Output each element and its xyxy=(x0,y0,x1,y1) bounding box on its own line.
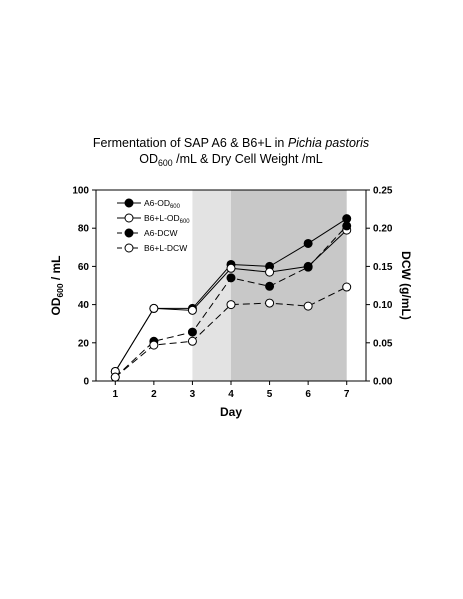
x-tick-label: 5 xyxy=(267,389,273,400)
data-point-a6-od600 xyxy=(303,238,313,248)
y-axis-label-left-od: OD xyxy=(49,297,63,315)
data-point-b6-l-od600 xyxy=(226,263,236,273)
shaded-regions xyxy=(192,190,347,381)
legend-label-b6-l-dcw: B6+L-DCW xyxy=(144,243,187,253)
y-right-tick-label: 0.15 xyxy=(373,262,393,273)
data-point-b6-l-dcw xyxy=(149,340,159,350)
y-left-tick-label: 40 xyxy=(78,300,90,311)
y-right-tick-label: 0.20 xyxy=(373,224,393,235)
chart-title-od-subscript: 600 xyxy=(158,158,173,168)
y-axis-label-left-unit: / mL xyxy=(49,256,63,284)
data-point-b6-l-dcw xyxy=(110,372,120,382)
data-point-b6-l-dcw xyxy=(226,300,236,310)
legend-marker-b6-l-dcw xyxy=(124,243,134,253)
y-axis-label-right: DCW (g/mL) xyxy=(399,251,413,320)
chart-title-rest: /mL & Dry Cell Weight /mL xyxy=(173,152,323,166)
y-right-tick-label: 0.10 xyxy=(373,300,393,311)
data-point-b6-l-od600 xyxy=(149,303,159,313)
shaded-region-2 xyxy=(231,190,347,381)
chart-title-pre: Fermentation of SAP A6 & B6+L in xyxy=(93,136,288,150)
y-axis-label-left: OD600 / mL xyxy=(49,256,65,316)
legend-label-a6-od600: A6-OD600 xyxy=(144,198,181,210)
data-point-b6-l-dcw xyxy=(187,336,197,346)
legend-label-subscript: 600 xyxy=(170,204,181,210)
data-point-a6-dcw xyxy=(187,327,197,337)
x-tick-label: 1 xyxy=(113,389,119,400)
data-point-b6-l-od600 xyxy=(187,305,197,315)
legend-label-name: B6+L-OD xyxy=(144,213,180,223)
legend-marker-a6-dcw xyxy=(124,228,134,238)
y-right-tick-label: 0.05 xyxy=(373,338,393,349)
data-point-b6-l-dcw xyxy=(265,298,275,308)
axes: 1 2 3 4 5 6 7 0 20 40 60 80 100 0.00 0.05 0.10 0.15 0.20 0… xyxy=(72,186,393,401)
data-point-a6-dcw xyxy=(265,281,275,291)
data-point-b6-l-od600 xyxy=(265,267,275,277)
chart-title-line-1: Fermentation of SAP A6 & B6+L in Pichia … xyxy=(93,136,369,150)
data-point-a6-dcw xyxy=(303,262,313,272)
y-left-tick-label: 60 xyxy=(78,262,90,273)
y-right-tick-label: 0.25 xyxy=(373,186,393,197)
legend-marker-a6-od600 xyxy=(124,198,134,208)
shaded-region-1 xyxy=(192,190,231,381)
legend-label-a6-dcw: A6-DCW xyxy=(144,228,178,238)
x-tick-label: 6 xyxy=(305,389,311,400)
x-tick-label: 7 xyxy=(344,389,350,400)
legend-label-subscript: 600 xyxy=(180,219,191,225)
x-axis-label: Day xyxy=(220,405,242,419)
chart-title-od: OD xyxy=(139,152,158,166)
data-point-b6-l-dcw xyxy=(342,282,352,292)
x-tick-label: 2 xyxy=(151,389,157,400)
y-left-tick-label: 100 xyxy=(72,186,89,197)
x-tick-label: 4 xyxy=(228,389,234,400)
y-right-tick-label: 0.00 xyxy=(373,377,393,388)
y-axis-label-left-subscript: 600 xyxy=(55,283,65,297)
legend-label-name: B6+L-DCW xyxy=(144,243,187,253)
x-tick-label: 3 xyxy=(190,389,196,400)
legend-label-name: A6-OD xyxy=(144,198,170,208)
y-left-tick-label: 80 xyxy=(78,224,90,235)
data-point-b6-l-dcw xyxy=(303,301,313,311)
legend-label-b6-l-od600: B6+L-OD600 xyxy=(144,213,190,225)
chart-title-line-2: OD600 /mL & Dry Cell Weight /mL xyxy=(139,152,322,168)
data-point-a6-dcw xyxy=(342,221,352,231)
y-left-tick-label: 20 xyxy=(78,338,90,349)
y-left-tick-label: 0 xyxy=(83,377,89,388)
chart-title-species: Pichia pastoris xyxy=(288,136,369,150)
legend-marker-b6-l-od600 xyxy=(124,213,134,223)
legend-label-name: A6-DCW xyxy=(144,228,178,238)
data-point-a6-dcw xyxy=(226,273,236,283)
